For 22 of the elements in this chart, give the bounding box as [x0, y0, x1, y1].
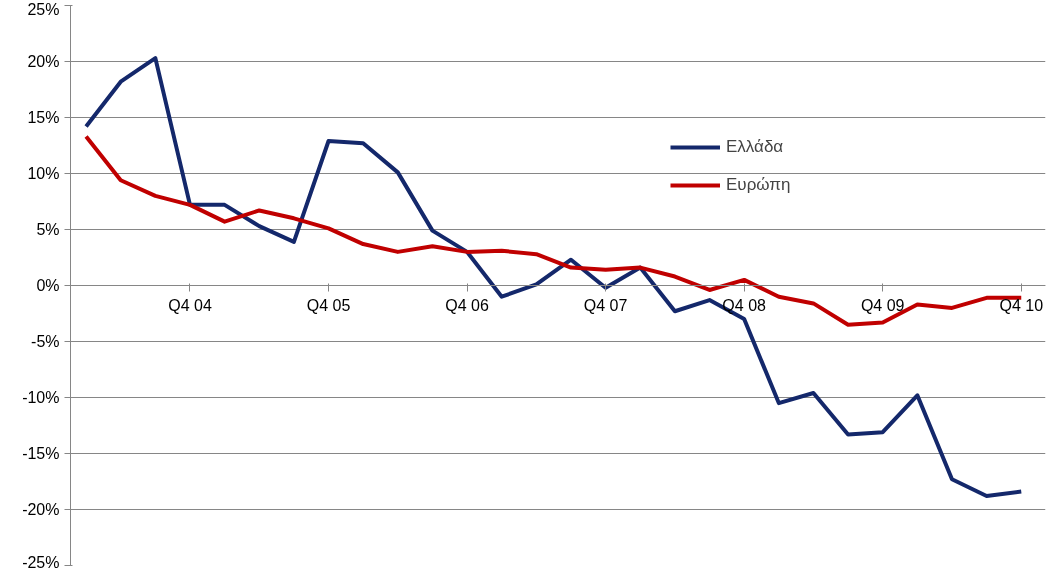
x-tick-label: Q4 04	[168, 296, 212, 314]
x-tick-label: Q4 05	[306, 296, 351, 314]
x-tick-label: Q4 07	[583, 296, 628, 314]
line-series	[84, 56, 1024, 499]
y-tick-label: -10%	[22, 389, 60, 406]
legend-label: Ελλάδα	[726, 137, 784, 157]
y-tick-label: 25%	[27, 0, 60, 18]
y-tick-label: -5%	[31, 333, 60, 350]
x-tick-label: Q4 06	[445, 296, 489, 314]
legend-label: Ευρώπη	[726, 175, 791, 195]
y-tick-label: -25%	[22, 553, 60, 571]
line-series	[84, 134, 1024, 327]
y-tick-label: 5%	[36, 221, 60, 238]
x-tick-label: Q4 09	[860, 296, 905, 314]
x-tick-label: Q4 08	[722, 296, 767, 314]
y-tick-label: 20%	[27, 53, 60, 70]
y-tick-label: 10%	[27, 165, 60, 182]
x-tick-label: Q4 10	[999, 296, 1044, 314]
y-tick-label: -15%	[22, 445, 60, 462]
y-tick-label: 15%	[27, 109, 60, 126]
y-tick-label: 0%	[36, 277, 60, 294]
y-tick-label: -20%	[22, 501, 60, 518]
